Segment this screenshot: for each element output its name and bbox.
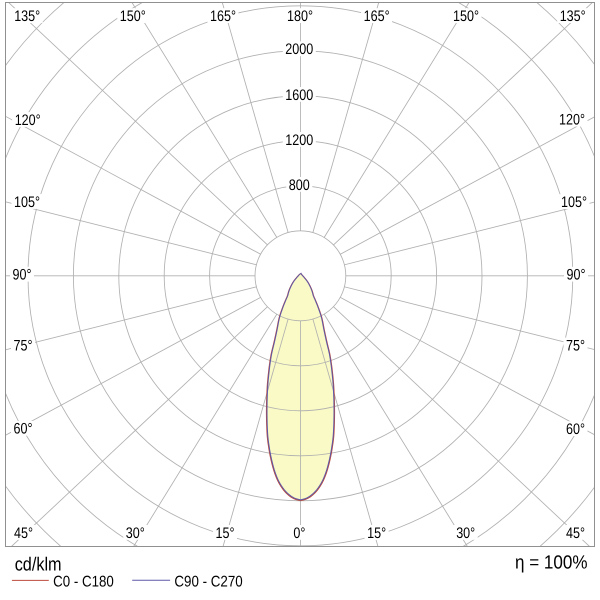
svg-text:105°: 105° <box>561 194 587 211</box>
svg-text:15°: 15° <box>367 525 386 542</box>
svg-text:180°: 180° <box>287 8 313 25</box>
svg-text:150°: 150° <box>120 8 146 25</box>
svg-text:105°: 105° <box>14 194 40 211</box>
svg-text:2000: 2000 <box>285 41 313 58</box>
svg-text:cd/klm: cd/klm <box>15 555 62 576</box>
svg-text:135°: 135° <box>14 8 40 25</box>
svg-text:60°: 60° <box>566 421 585 438</box>
svg-text:η = 100%: η = 100% <box>515 553 588 574</box>
svg-text:60°: 60° <box>14 421 33 438</box>
svg-text:1200: 1200 <box>285 132 313 149</box>
svg-text:0°: 0° <box>293 525 305 542</box>
svg-text:90°: 90° <box>13 267 32 284</box>
svg-text:135°: 135° <box>560 8 586 25</box>
svg-text:165°: 165° <box>364 8 390 25</box>
svg-text:800: 800 <box>289 177 310 194</box>
svg-text:C90 - C270: C90 - C270 <box>174 573 243 590</box>
svg-text:30°: 30° <box>126 525 145 542</box>
svg-text:75°: 75° <box>14 337 33 354</box>
svg-text:90°: 90° <box>567 267 586 284</box>
svg-text:C0 - C180: C0 - C180 <box>53 573 114 590</box>
svg-text:165°: 165° <box>210 8 236 25</box>
svg-text:45°: 45° <box>14 525 33 542</box>
svg-text:15°: 15° <box>216 525 235 542</box>
svg-text:120°: 120° <box>15 112 41 129</box>
svg-text:120°: 120° <box>559 112 585 129</box>
svg-text:75°: 75° <box>566 337 585 354</box>
svg-text:45°: 45° <box>566 525 585 542</box>
svg-text:150°: 150° <box>453 8 479 25</box>
svg-text:1600: 1600 <box>285 87 313 104</box>
svg-text:30°: 30° <box>456 525 475 542</box>
